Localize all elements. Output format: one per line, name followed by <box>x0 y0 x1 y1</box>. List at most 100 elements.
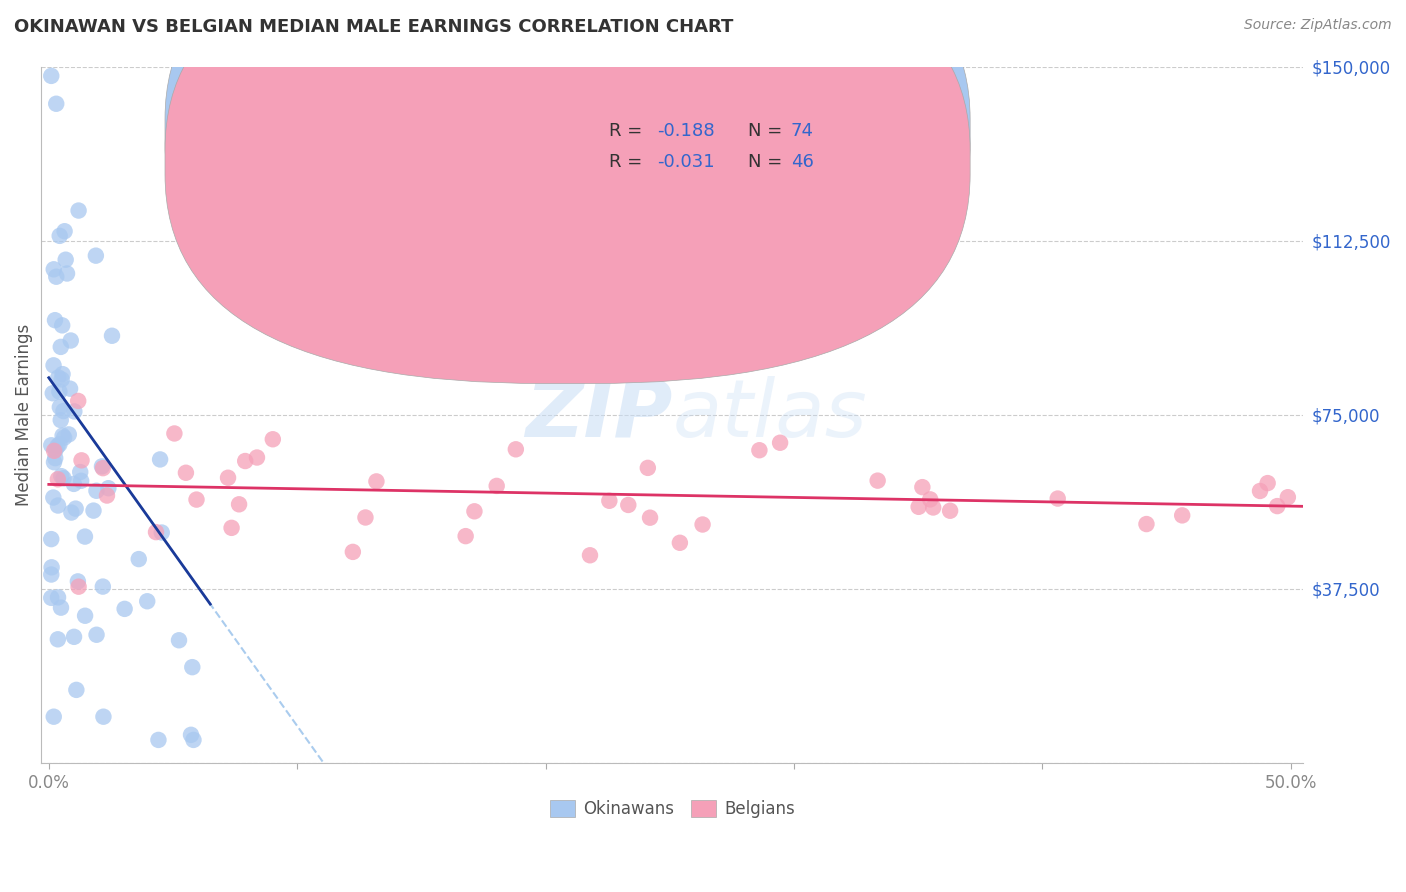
Point <box>63 630 86 644</box>
Point <box>53 224 76 238</box>
Point <box>59 382 82 396</box>
Point <box>1135 517 1157 532</box>
Point <box>51 469 73 483</box>
Point <box>579 548 602 562</box>
Point <box>52 428 75 442</box>
Text: atlas: atlas <box>672 376 868 454</box>
Text: OKINAWAN VS BELGIAN MEDIAN MALE EARNINGS CORRELATION CHART: OKINAWAN VS BELGIAN MEDIAN MALE EARNINGS… <box>14 18 734 36</box>
Point <box>463 504 485 518</box>
Point <box>63 404 86 418</box>
Text: -0.031: -0.031 <box>657 153 714 171</box>
Point <box>41 560 63 574</box>
Point <box>148 732 170 747</box>
Point <box>73 530 96 544</box>
Text: ZIP: ZIP <box>524 376 672 454</box>
Point <box>42 359 65 373</box>
Point <box>51 367 73 381</box>
Point <box>1046 491 1069 506</box>
Point <box>101 328 124 343</box>
Point <box>262 432 284 446</box>
Point <box>51 318 73 333</box>
Point <box>39 567 62 582</box>
Point <box>42 443 65 458</box>
Point <box>69 465 91 479</box>
Point <box>669 536 692 550</box>
Point <box>246 450 269 465</box>
Point <box>167 633 190 648</box>
Point <box>48 437 70 451</box>
Y-axis label: Median Male Earnings: Median Male Earnings <box>15 324 32 506</box>
Point <box>49 600 72 615</box>
Point <box>454 529 477 543</box>
Point <box>67 580 90 594</box>
Point <box>86 628 108 642</box>
Point <box>866 474 889 488</box>
Point <box>1257 476 1279 491</box>
Point <box>42 262 65 277</box>
Point <box>39 69 62 83</box>
Point <box>46 632 69 647</box>
Point <box>48 384 70 399</box>
Point <box>42 386 65 401</box>
Point <box>1265 499 1288 513</box>
Text: 74: 74 <box>792 122 814 140</box>
Point <box>46 370 69 384</box>
Legend: Okinawans, Belgians: Okinawans, Belgians <box>543 793 801 824</box>
Point <box>939 504 962 518</box>
Point <box>174 466 197 480</box>
Point <box>366 475 388 489</box>
Point <box>39 532 62 546</box>
Point <box>55 252 77 267</box>
Point <box>49 413 72 427</box>
Point <box>56 267 79 281</box>
Point <box>42 491 65 505</box>
Point <box>354 510 377 524</box>
Point <box>65 682 87 697</box>
Point <box>1171 508 1194 523</box>
Point <box>150 525 173 540</box>
Point <box>149 452 172 467</box>
Point <box>485 479 508 493</box>
Point <box>51 372 73 386</box>
FancyBboxPatch shape <box>515 91 905 188</box>
Point <box>39 591 62 605</box>
Point <box>49 400 72 414</box>
Point <box>1249 483 1271 498</box>
Point <box>70 474 93 488</box>
Point <box>91 580 114 594</box>
Point <box>39 438 62 452</box>
Point <box>46 591 69 605</box>
Point <box>42 709 65 723</box>
Point <box>67 203 90 218</box>
Text: R =: R = <box>609 122 648 140</box>
Text: N =: N = <box>748 153 787 171</box>
Point <box>181 660 204 674</box>
Point <box>748 443 770 458</box>
Point <box>91 461 114 475</box>
Point <box>136 594 159 608</box>
Point <box>228 497 250 511</box>
Point <box>233 454 256 468</box>
FancyBboxPatch shape <box>165 0 970 384</box>
Point <box>617 498 640 512</box>
Point <box>217 471 239 485</box>
Point <box>42 455 65 469</box>
Point <box>907 500 929 514</box>
Point <box>45 442 67 457</box>
Point <box>128 552 150 566</box>
Point <box>920 492 942 507</box>
Point <box>598 493 620 508</box>
Point <box>49 340 72 354</box>
Point <box>84 249 107 263</box>
Text: N =: N = <box>748 122 787 140</box>
Point <box>769 435 792 450</box>
Text: R =: R = <box>609 153 648 171</box>
FancyBboxPatch shape <box>165 0 970 353</box>
Point <box>52 404 75 418</box>
Point <box>637 461 659 475</box>
Point <box>221 521 243 535</box>
Text: -0.188: -0.188 <box>657 122 714 140</box>
Point <box>46 499 69 513</box>
Point <box>75 608 97 623</box>
Point <box>52 471 75 485</box>
